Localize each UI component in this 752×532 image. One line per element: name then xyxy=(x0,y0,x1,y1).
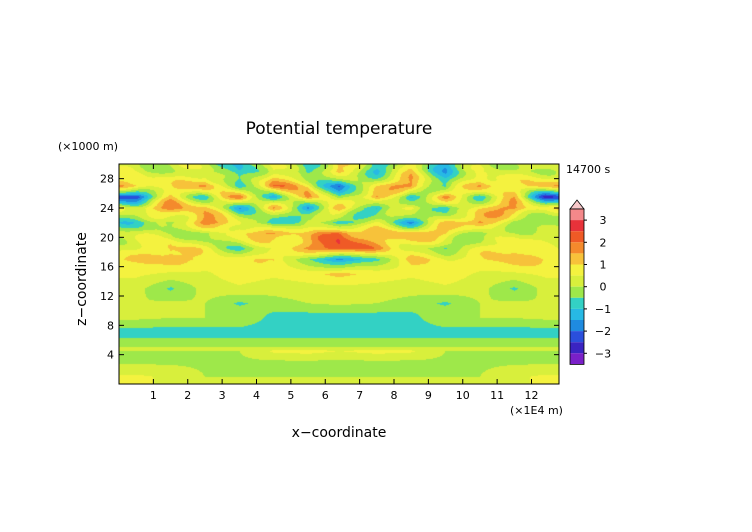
x-tick-label: 6 xyxy=(322,389,329,402)
colorbar-extend-triangle xyxy=(569,199,585,210)
colorbar-segment xyxy=(570,342,584,354)
x-tick-label: 5 xyxy=(287,389,294,402)
potential-temperature-field xyxy=(119,164,559,384)
colorbar-segment xyxy=(570,297,584,309)
colorbar-label: 2 xyxy=(600,236,607,249)
colorbar-label: −1 xyxy=(595,303,611,316)
y-tick-label: 4 xyxy=(107,349,114,362)
y-tick-label: 20 xyxy=(100,231,114,244)
colorbar-segment xyxy=(570,320,584,332)
x-tick-label: 10 xyxy=(456,389,470,402)
y-axis-label: z−coordinate xyxy=(74,232,90,326)
x-axis-ticks: 1 2 3 4 5 6 7 8 9 10 11 12 xyxy=(150,164,539,402)
x-tick-label: 1 xyxy=(150,389,157,402)
x-tick-label: 8 xyxy=(391,389,398,402)
colorbar-segment xyxy=(570,220,584,232)
plot-frame xyxy=(118,163,560,385)
x-unit-label: (×1E4 m) xyxy=(510,404,563,417)
colorbar-label: 3 xyxy=(600,214,607,227)
colorbar-label: −2 xyxy=(595,325,611,338)
x-axis-label: x−coordinate xyxy=(292,425,387,441)
colorbar-segment xyxy=(570,242,584,254)
x-tick-label: 7 xyxy=(356,389,363,402)
colorbar-segment xyxy=(570,253,584,265)
colorbar-segment xyxy=(570,308,584,320)
colorbar-segment xyxy=(570,353,584,365)
y-tick-label: 28 xyxy=(100,173,114,186)
colorbar-segment xyxy=(570,264,584,276)
time-label: 14700 s xyxy=(566,163,610,176)
x-tick-label: 12 xyxy=(525,389,539,402)
colorbar-segment xyxy=(570,275,584,287)
colorbar: 3 2 1 0 −1 −2 −3 xyxy=(569,199,611,365)
x-tick-label: 4 xyxy=(253,389,260,402)
y-unit-label: (×1000 m) xyxy=(58,140,118,153)
x-tick-label: 9 xyxy=(425,389,432,402)
x-tick-label: 3 xyxy=(219,389,226,402)
x-tick-label: 2 xyxy=(184,389,191,402)
y-axis-ticks: 4 8 12 16 20 24 28 xyxy=(100,173,559,362)
colorbar-segment xyxy=(570,286,584,298)
x-tick-label: 11 xyxy=(490,389,504,402)
colorbar-segment xyxy=(570,209,584,221)
colorbar-label: 1 xyxy=(600,259,607,272)
colorbar-segment xyxy=(570,331,584,343)
y-tick-label: 12 xyxy=(100,290,114,303)
y-tick-label: 8 xyxy=(107,319,114,332)
y-tick-label: 16 xyxy=(100,261,114,274)
colorbar-segment xyxy=(570,231,584,243)
chart-title: Potential temperature xyxy=(246,119,433,139)
y-tick-label: 24 xyxy=(100,202,114,215)
colorbar-label: −3 xyxy=(595,347,611,360)
colorbar-label: 0 xyxy=(600,281,607,294)
